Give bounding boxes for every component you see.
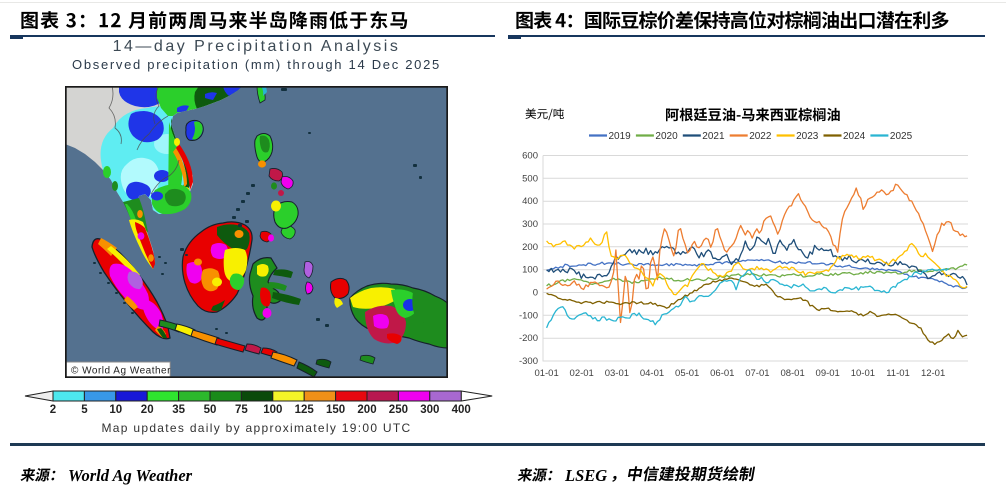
svg-text:08-01: 08-01 (780, 368, 804, 379)
svg-text:11-01: 11-01 (886, 368, 910, 379)
svg-text:09-01: 09-01 (816, 368, 840, 379)
svg-text:150: 150 (326, 404, 345, 416)
svg-text:0: 0 (533, 288, 538, 299)
svg-text:2020: 2020 (655, 131, 678, 142)
svg-text:2019: 2019 (609, 131, 632, 142)
svg-text:10: 10 (109, 404, 122, 416)
svg-text:06-01: 06-01 (710, 368, 734, 379)
svg-text:50: 50 (204, 404, 217, 416)
svg-text:300: 300 (522, 219, 538, 230)
svg-text:2022: 2022 (749, 131, 772, 142)
svg-text:600: 600 (522, 151, 538, 162)
svg-text:-200: -200 (519, 333, 538, 344)
svg-text:01-01: 01-01 (534, 368, 558, 379)
svg-text:400: 400 (452, 404, 471, 416)
svg-text:100: 100 (522, 265, 538, 276)
svg-text:250: 250 (389, 404, 408, 416)
svg-text:400: 400 (522, 196, 538, 207)
svg-text:© World Ag Weather: © World Ag Weather (71, 366, 171, 377)
svg-text:2025: 2025 (890, 131, 913, 142)
svg-text:75: 75 (235, 404, 248, 416)
svg-text:200: 200 (357, 404, 376, 416)
svg-text:2021: 2021 (702, 131, 725, 142)
svg-text:02-01: 02-01 (570, 368, 594, 379)
svg-text:20: 20 (141, 404, 154, 416)
svg-text:200: 200 (522, 242, 538, 253)
svg-text:05-01: 05-01 (675, 368, 699, 379)
svg-text:04-01: 04-01 (640, 368, 664, 379)
svg-text:2024: 2024 (843, 131, 866, 142)
svg-text:2023: 2023 (796, 131, 819, 142)
svg-text:125: 125 (295, 404, 315, 416)
svg-text:-100: -100 (519, 310, 538, 321)
svg-text:100: 100 (263, 404, 282, 416)
svg-text:03-01: 03-01 (605, 368, 629, 379)
svg-text:35: 35 (172, 404, 185, 416)
svg-text:2: 2 (50, 404, 56, 416)
svg-text:5: 5 (81, 404, 88, 416)
svg-text:10-01: 10-01 (851, 368, 875, 379)
svg-text:07-01: 07-01 (745, 368, 769, 379)
svg-text:300: 300 (420, 404, 439, 416)
svg-text:12-01: 12-01 (921, 368, 945, 379)
svg-text:500: 500 (522, 173, 538, 184)
svg-text:-300: -300 (519, 356, 538, 367)
